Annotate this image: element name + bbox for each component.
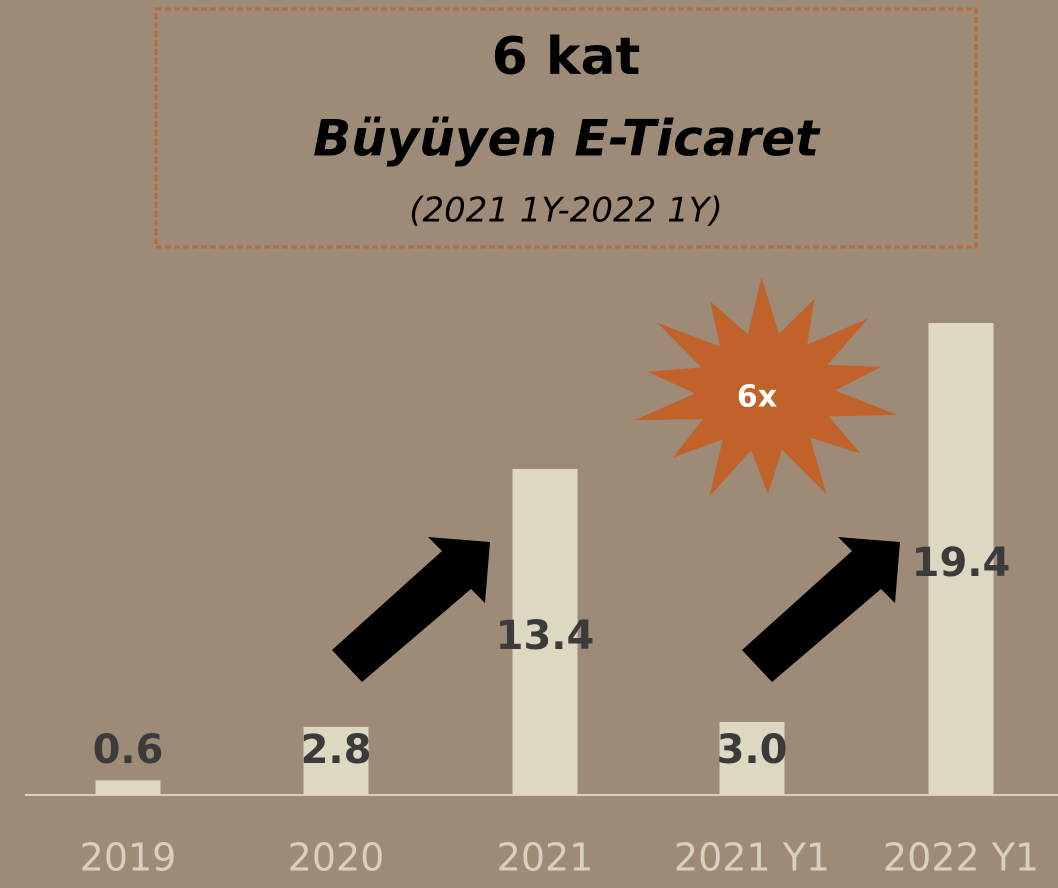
x-tick-label: 2021 [497, 836, 594, 880]
chart-subtitle: Büyüyen E-Ticaret [313, 110, 821, 168]
bar [95, 780, 161, 795]
title-box [154, 7, 978, 249]
bar [303, 726, 369, 795]
period-note: (2021 1Y-2022 1Y) [409, 191, 723, 231]
bar [719, 722, 785, 795]
value-label: 3.0 [717, 727, 788, 773]
starburst [634, 277, 898, 497]
value-label: 0.6 [93, 727, 164, 773]
x-tick-label: 2022 Y1 [883, 836, 1039, 880]
arrow [742, 537, 900, 682]
x-tick-label: 2019 [80, 836, 177, 880]
value-label: 19.4 [912, 540, 1011, 586]
value-label: 13.4 [496, 613, 595, 659]
bar [928, 323, 994, 795]
value-label: 2.8 [301, 727, 372, 773]
burst-label: 6x [737, 380, 777, 415]
chart-title: 6 kat [492, 27, 641, 87]
x-tick-label: 2021 Y1 [674, 836, 830, 880]
x-tick-label: 2020 [288, 836, 385, 880]
arrow [332, 537, 490, 682]
bar [512, 468, 578, 795]
